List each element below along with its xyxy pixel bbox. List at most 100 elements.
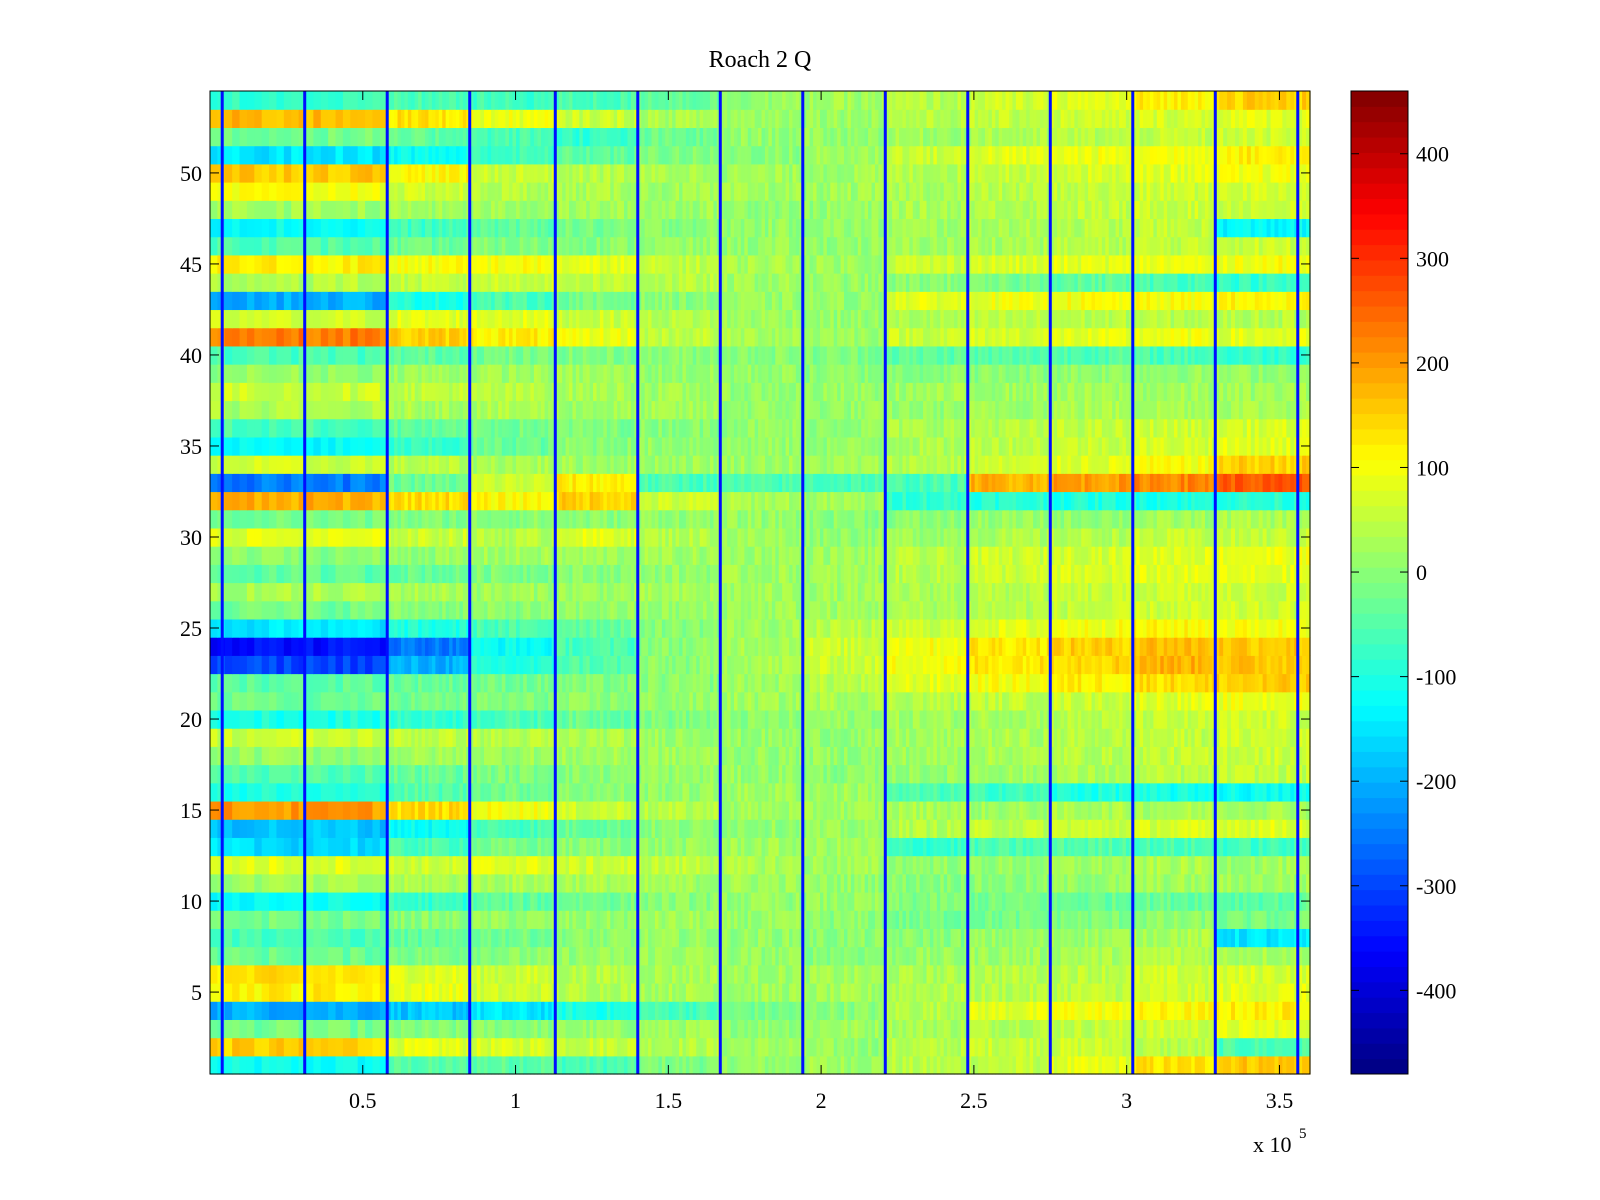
heatmap-cell — [404, 891, 409, 911]
heatmap-cell — [1043, 946, 1048, 966]
heatmap-cell — [1101, 946, 1106, 966]
heatmap-cell — [885, 819, 890, 838]
heatmap-cell — [1174, 1001, 1179, 1020]
heatmap-cell — [878, 1001, 883, 1020]
heatmap-cell — [523, 910, 528, 929]
heatmap-cell — [452, 982, 457, 1002]
heatmap-cell — [740, 855, 745, 875]
heatmap-cell — [1015, 964, 1020, 984]
heatmap-cell — [630, 746, 635, 766]
heatmap-cell — [782, 928, 787, 948]
heatmap-cell — [813, 873, 818, 893]
heatmap-cell — [699, 782, 704, 802]
heatmap-cell — [1167, 928, 1172, 948]
heatmap-cell — [1077, 946, 1082, 966]
heatmap-cell — [491, 946, 496, 966]
heatmap-cell — [1115, 819, 1120, 838]
heatmap-cell — [830, 928, 835, 948]
heatmap-cell — [1139, 800, 1144, 820]
heatmap-cell — [555, 837, 560, 857]
heatmap-cell — [320, 946, 329, 966]
heatmap-cell — [720, 1001, 725, 1020]
heatmap-cell — [967, 873, 972, 893]
heatmap-cell — [1033, 964, 1038, 984]
heatmap-cell — [899, 946, 904, 966]
heatmap-cell — [648, 855, 653, 875]
heatmap-cell — [819, 837, 825, 857]
heatmap-cell — [789, 1055, 794, 1075]
heatmap-cell — [1198, 837, 1203, 857]
heatmap-cell — [658, 764, 663, 784]
heatmap-cell — [335, 855, 344, 875]
heatmap-cell — [425, 746, 430, 766]
heatmap-cell — [630, 964, 635, 984]
heatmap-cell — [438, 800, 443, 820]
heatmap-cell — [943, 964, 948, 984]
heatmap-cell — [740, 873, 745, 893]
heatmap-cell — [1084, 1019, 1089, 1039]
heatmap-cell — [1290, 819, 1295, 838]
heatmap-cell — [782, 855, 787, 875]
heatmap-cell — [905, 873, 910, 893]
heatmap-cell — [1149, 764, 1155, 784]
heatmap-cell — [624, 982, 629, 1002]
heatmap-cell — [579, 1055, 584, 1075]
heatmap-cell — [476, 746, 482, 766]
heatmap-cell — [1070, 946, 1075, 966]
heatmap-cell — [387, 891, 392, 911]
heatmap-cell — [1204, 982, 1210, 1002]
heatmap-cell — [1167, 764, 1172, 784]
heatmap-cell — [844, 928, 849, 948]
heatmap-cell — [1026, 819, 1031, 838]
heatmap-cell — [648, 910, 653, 929]
heatmap-cell — [541, 928, 546, 948]
heatmap-cell — [644, 855, 649, 875]
heatmap-cell — [435, 1037, 440, 1057]
heatmap-cell — [651, 837, 656, 857]
heatmap-cell — [579, 891, 584, 911]
heatmap-cell — [1298, 1055, 1303, 1075]
heatmap-cell — [764, 891, 770, 911]
heatmap-cell — [1088, 910, 1093, 929]
heatmap-cell — [888, 1019, 893, 1039]
heatmap-cell — [494, 946, 499, 966]
heatmap-cell — [679, 855, 684, 875]
heatmap-cell — [1153, 891, 1158, 911]
heatmap-cell — [1246, 946, 1252, 966]
heatmap-cell — [744, 837, 749, 857]
heatmap-cell — [1223, 855, 1228, 875]
heatmap-cell — [548, 982, 553, 1002]
heatmap-cell — [491, 1019, 496, 1039]
heatmap-cell — [947, 782, 952, 802]
heatmap-cell — [637, 1019, 642, 1039]
heatmap-cell — [1167, 982, 1172, 1002]
heatmap-cell — [1057, 946, 1062, 966]
heatmap-cell — [526, 855, 531, 875]
heatmap-cell — [1170, 1055, 1175, 1075]
heatmap-cell — [1208, 928, 1213, 948]
heatmap-cell — [654, 819, 660, 838]
heatmap-cell — [899, 891, 904, 911]
heatmap-cell — [1170, 782, 1175, 802]
heatmap-cell — [1012, 1001, 1017, 1020]
heatmap-cell — [350, 982, 359, 1002]
heatmap-cell — [754, 891, 759, 911]
heatmap-cell — [544, 873, 549, 893]
heatmap-cell — [512, 910, 517, 929]
heatmap-cell — [751, 964, 756, 984]
heatmap-cell — [246, 946, 255, 966]
heatmap-cell — [445, 837, 450, 857]
heatmap-cell — [589, 1001, 594, 1020]
heatmap-cell — [795, 855, 800, 875]
heatmap-cell — [644, 819, 649, 838]
heatmap-cell — [1005, 928, 1010, 948]
heatmap-cell — [1270, 1037, 1276, 1057]
heatmap-cell — [789, 1019, 794, 1039]
heatmap-cell — [1136, 837, 1141, 857]
heatmap-cell — [699, 928, 704, 948]
heatmap-cell — [1208, 1001, 1213, 1020]
heatmap-cell — [565, 982, 570, 1002]
heatmap-cell — [562, 1001, 567, 1020]
heatmap-cell — [239, 1001, 248, 1020]
heatmap-cell — [390, 1019, 395, 1039]
